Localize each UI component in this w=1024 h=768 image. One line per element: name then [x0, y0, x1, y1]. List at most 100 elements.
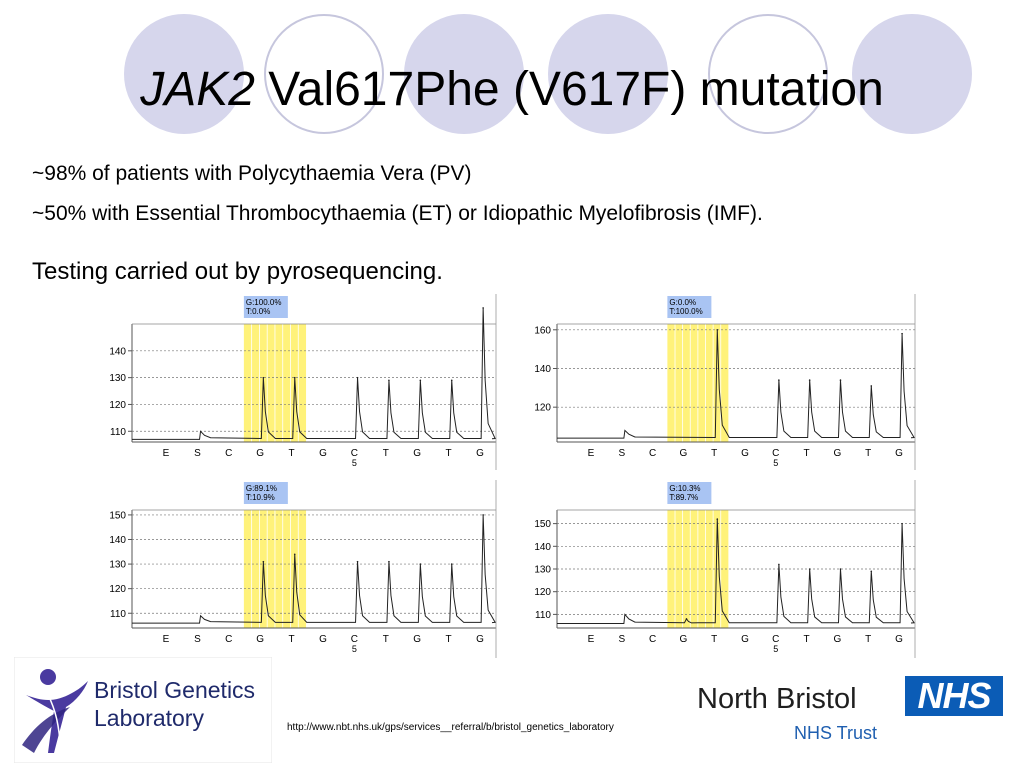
- y-tick-label: 120: [534, 403, 551, 414]
- x-tick-sublabel: 5: [773, 458, 778, 468]
- x-tick-sublabel: 5: [773, 644, 778, 654]
- bullet-pv: ~98% of patients with Polycythaemia Vera…: [32, 162, 472, 185]
- y-tick-label: 110: [110, 609, 126, 620]
- x-tick-label: T: [804, 634, 810, 645]
- y-tick-label: 130: [109, 560, 126, 571]
- peak-mark: [870, 570, 873, 573]
- y-tick-label: 110: [535, 610, 551, 621]
- x-tick-label: C: [649, 448, 656, 459]
- peak-mark: [778, 379, 780, 381]
- peak-mark: [685, 618, 688, 620]
- lab-url-link[interactable]: http://www.nbt.nhs.uk/gps/services__refe…: [287, 722, 614, 733]
- x-tick-label: G: [476, 448, 484, 459]
- peak-mark: [293, 553, 296, 556]
- allele-frequency-label: T:89.7%: [669, 493, 698, 502]
- x-tick-label: S: [194, 634, 201, 645]
- peak-mark: [262, 560, 265, 563]
- x-tick-label: T: [383, 448, 389, 459]
- allele-label-box: [667, 296, 712, 318]
- peak-mark: [901, 332, 903, 335]
- x-tick-label: G: [741, 448, 749, 459]
- peak-mark: [356, 560, 359, 563]
- peak-mark: [388, 379, 390, 382]
- nhs-trust-name: NHS Trust: [794, 723, 878, 743]
- x-tick-label: T: [289, 448, 295, 459]
- x-tick-label: G: [319, 448, 327, 459]
- y-tick-label: 140: [109, 535, 126, 546]
- peak-mark: [716, 329, 719, 331]
- x-tick-label: C: [225, 634, 232, 645]
- nhs-logo: NHS: [905, 676, 1003, 716]
- pyrogram-trace: [132, 514, 496, 624]
- allele-frequency-label: G:100.0%: [246, 298, 282, 307]
- x-tick-label: E: [163, 448, 170, 459]
- x-tick-sublabel: 5: [352, 458, 357, 468]
- pyrogram-trace: [557, 519, 915, 624]
- y-tick-label: 140: [534, 364, 551, 375]
- bgl-line-2: Laboratory: [94, 704, 204, 731]
- allele-frequency-label: T:0.0%: [246, 307, 270, 316]
- x-tick-label: G: [413, 448, 421, 459]
- x-tick-label: T: [446, 634, 452, 645]
- peak-mark: [293, 376, 296, 379]
- background-circle: [548, 14, 668, 134]
- x-tick-label: T: [865, 448, 871, 459]
- pyrogram-panel-4: G:10.3% T:89.7% 110 120 130 140 150 E S C G T G C 5 T G T…: [517, 480, 923, 660]
- allele-label-box: [243, 296, 288, 318]
- allele-label-box: [243, 482, 288, 504]
- x-tick-label: G: [834, 634, 842, 645]
- x-tick-label: G: [680, 634, 688, 645]
- peak-mark: [388, 560, 390, 563]
- allele-frequency-label: G:0.0%: [669, 298, 696, 307]
- allele-frequency-label: T:100.0%: [669, 307, 702, 316]
- pyrogram-trace: [557, 329, 915, 439]
- x-tick-label: G: [256, 448, 264, 459]
- y-tick-label: 150: [109, 510, 126, 521]
- x-tick-label: T: [711, 448, 717, 459]
- peak-mark: [419, 563, 422, 565]
- background-circle: [852, 14, 972, 134]
- x-tick-label: G: [741, 634, 749, 645]
- x-tick-label: E: [588, 448, 595, 459]
- x-tick-label: S: [618, 634, 625, 645]
- x-tick-label: T: [865, 634, 871, 645]
- x-tick-sublabel: 5: [352, 644, 357, 654]
- bullet-et: ~50% with Essential Thrombocythaemia (ET…: [32, 202, 763, 225]
- allele-frequency-label: T:10.9%: [246, 493, 275, 502]
- x-tick-label: S: [194, 448, 201, 459]
- peak-mark: [839, 379, 842, 381]
- background-circle: [404, 14, 524, 134]
- y-tick-label: 160: [534, 325, 551, 336]
- x-tick-label: E: [588, 634, 595, 645]
- bristol-genetics-name: Bristol Genetics Laboratory: [94, 677, 255, 732]
- peak-mark: [356, 376, 359, 379]
- y-tick-label: 120: [109, 584, 126, 595]
- y-tick-label: 120: [534, 587, 551, 598]
- background-circle: [124, 14, 244, 134]
- y-tick-label: 150: [534, 519, 551, 530]
- peak-mark: [482, 307, 484, 309]
- y-tick-label: 140: [534, 542, 551, 553]
- bristol-genetics-logo: [14, 657, 272, 763]
- background-circle: [264, 14, 384, 134]
- bgl-line-1: Bristol Genetics: [94, 677, 256, 703]
- y-tick-label: 140: [109, 346, 126, 357]
- peak-mark: [450, 379, 453, 382]
- gene-name: JAK2: [140, 63, 255, 116]
- peak-mark: [450, 563, 453, 565]
- pyrogram-panel-1: G:100.0% T:0.0% 110 120 130 140 E S C G T G C 5 T G T G: [92, 294, 504, 472]
- x-tick-label: G: [895, 448, 903, 459]
- x-tick-label: T: [711, 634, 717, 645]
- y-tick-label: 120: [109, 400, 126, 411]
- title-rest: Val617Phe (V617F) mutation: [268, 63, 884, 116]
- x-tick-label: C: [772, 448, 779, 459]
- peak-mark: [839, 568, 842, 570]
- x-tick-label: G: [680, 448, 688, 459]
- x-tick-label: T: [804, 448, 810, 459]
- peak-mark: [419, 379, 422, 382]
- peak-mark: [778, 563, 780, 566]
- peak-mark: [482, 514, 484, 516]
